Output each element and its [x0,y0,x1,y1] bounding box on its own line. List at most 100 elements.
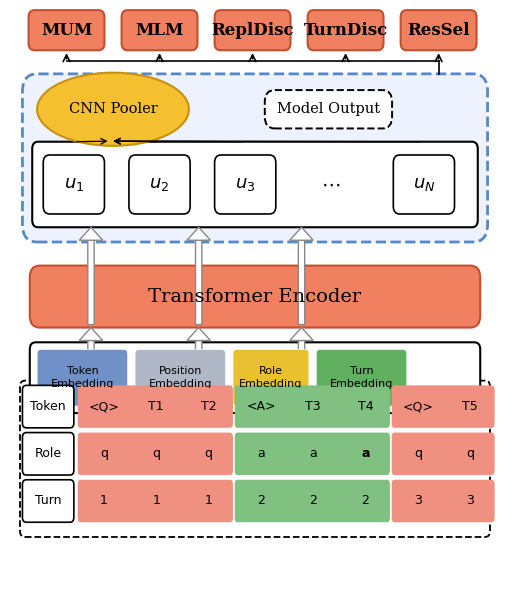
FancyBboxPatch shape [444,388,493,426]
Text: T1: T1 [148,400,164,413]
Text: Model Output: Model Output [276,102,379,116]
Text: T3: T3 [305,400,320,413]
Text: ReplDisc: ReplDisc [211,22,293,39]
Text: $u_1$: $u_1$ [64,175,84,193]
FancyBboxPatch shape [88,341,94,363]
Text: q: q [204,447,212,461]
Text: 3: 3 [413,494,421,507]
Text: Turn: Turn [35,494,61,507]
Polygon shape [79,327,102,341]
FancyBboxPatch shape [32,141,477,227]
FancyBboxPatch shape [235,435,285,473]
FancyBboxPatch shape [391,433,493,475]
Text: <Q>: <Q> [89,400,119,413]
FancyBboxPatch shape [391,388,441,426]
FancyBboxPatch shape [195,240,202,324]
FancyBboxPatch shape [214,155,275,214]
FancyBboxPatch shape [78,388,128,426]
Text: TurnDisc: TurnDisc [303,22,387,39]
FancyBboxPatch shape [130,435,180,473]
FancyBboxPatch shape [77,433,232,475]
Text: q: q [100,447,108,461]
Text: Transformer Encoder: Transformer Encoder [148,288,361,306]
FancyBboxPatch shape [22,480,74,522]
FancyBboxPatch shape [234,480,389,522]
Text: 2: 2 [361,494,369,507]
FancyBboxPatch shape [391,385,493,428]
FancyBboxPatch shape [339,435,389,473]
Text: $u_2$: $u_2$ [149,175,169,193]
FancyBboxPatch shape [391,435,441,473]
Text: a: a [257,447,264,461]
FancyBboxPatch shape [444,482,493,520]
FancyBboxPatch shape [316,349,406,406]
Text: T2: T2 [201,400,216,413]
FancyBboxPatch shape [22,385,74,428]
FancyBboxPatch shape [298,341,304,363]
FancyBboxPatch shape [77,480,232,522]
Text: Role: Role [35,447,62,461]
Text: $\cdots$: $\cdots$ [321,175,340,194]
FancyBboxPatch shape [264,90,391,128]
FancyBboxPatch shape [307,10,383,50]
Text: <A>: <A> [246,400,275,413]
Text: q: q [413,447,421,461]
FancyBboxPatch shape [78,435,128,473]
Text: <Q>: <Q> [402,400,433,413]
Text: q: q [152,447,160,461]
FancyBboxPatch shape [183,482,232,520]
Text: Position
Embedding: Position Embedding [148,367,212,389]
Polygon shape [289,327,313,341]
Text: ResSel: ResSel [407,22,469,39]
FancyBboxPatch shape [235,388,285,426]
FancyBboxPatch shape [339,388,389,426]
Text: $u_3$: $u_3$ [235,175,255,193]
Polygon shape [289,227,313,240]
Text: 3: 3 [465,494,473,507]
FancyBboxPatch shape [391,480,493,522]
Text: a: a [360,447,369,461]
Ellipse shape [37,73,188,146]
FancyBboxPatch shape [234,433,389,475]
FancyBboxPatch shape [287,388,337,426]
Text: a: a [309,447,317,461]
Text: 1: 1 [152,494,160,507]
FancyBboxPatch shape [214,10,290,50]
FancyBboxPatch shape [22,433,74,475]
Text: 2: 2 [308,494,317,507]
FancyBboxPatch shape [183,435,232,473]
Polygon shape [187,327,210,341]
FancyBboxPatch shape [298,240,304,324]
Text: Role
Embedding: Role Embedding [239,367,302,389]
FancyBboxPatch shape [20,380,489,537]
FancyBboxPatch shape [287,482,337,520]
Text: $u_N$: $u_N$ [412,175,434,193]
Text: T4: T4 [357,400,373,413]
FancyBboxPatch shape [30,343,479,413]
Text: 1: 1 [100,494,108,507]
FancyBboxPatch shape [234,385,389,428]
FancyBboxPatch shape [391,482,441,520]
FancyBboxPatch shape [135,349,225,406]
Text: 2: 2 [257,494,264,507]
Text: 1: 1 [204,494,212,507]
Text: T5: T5 [462,400,477,413]
Text: MLM: MLM [135,22,183,39]
Text: MUM: MUM [41,22,92,39]
FancyBboxPatch shape [392,155,454,214]
FancyBboxPatch shape [121,10,197,50]
FancyBboxPatch shape [43,155,104,214]
FancyBboxPatch shape [78,482,128,520]
FancyBboxPatch shape [130,482,180,520]
FancyBboxPatch shape [30,265,479,327]
Polygon shape [187,227,210,240]
Text: q: q [465,447,473,461]
FancyBboxPatch shape [444,435,493,473]
FancyBboxPatch shape [22,74,487,242]
FancyBboxPatch shape [233,349,308,406]
FancyBboxPatch shape [88,240,94,324]
FancyBboxPatch shape [29,10,104,50]
Text: Token
Embedding: Token Embedding [50,367,114,389]
FancyBboxPatch shape [287,435,337,473]
FancyBboxPatch shape [235,482,285,520]
